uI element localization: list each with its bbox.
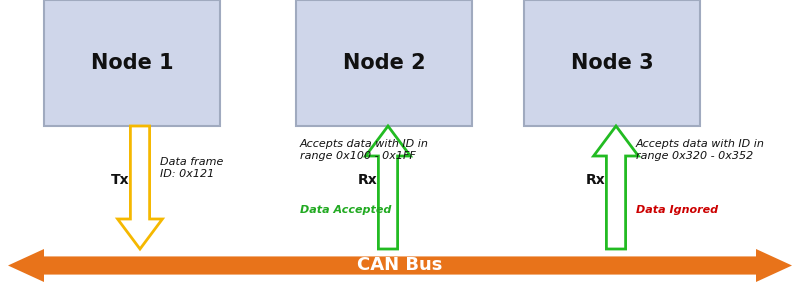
Text: Node 3: Node 3: [570, 53, 654, 73]
Text: CAN Bus: CAN Bus: [358, 256, 442, 274]
Text: Tx: Tx: [111, 173, 130, 187]
Text: Data frame
ID: 0x121: Data frame ID: 0x121: [160, 157, 223, 179]
FancyBboxPatch shape: [524, 0, 700, 126]
Text: Rx: Rx: [586, 173, 606, 187]
Text: Node 2: Node 2: [342, 53, 426, 73]
Text: Data Accepted: Data Accepted: [300, 205, 391, 215]
FancyBboxPatch shape: [296, 0, 472, 126]
Text: Data Ignored: Data Ignored: [636, 205, 718, 215]
Text: Rx: Rx: [358, 173, 378, 187]
Text: Node 1: Node 1: [90, 53, 174, 73]
FancyBboxPatch shape: [44, 0, 220, 126]
Text: Accepts data with ID in
range 0x100 - 0x1FF: Accepts data with ID in range 0x100 - 0x…: [300, 139, 429, 161]
Text: Accepts data with ID in
range 0x320 - 0x352: Accepts data with ID in range 0x320 - 0x…: [636, 139, 765, 161]
Polygon shape: [118, 126, 162, 249]
Polygon shape: [594, 126, 638, 249]
Polygon shape: [8, 249, 792, 282]
Polygon shape: [366, 126, 410, 249]
